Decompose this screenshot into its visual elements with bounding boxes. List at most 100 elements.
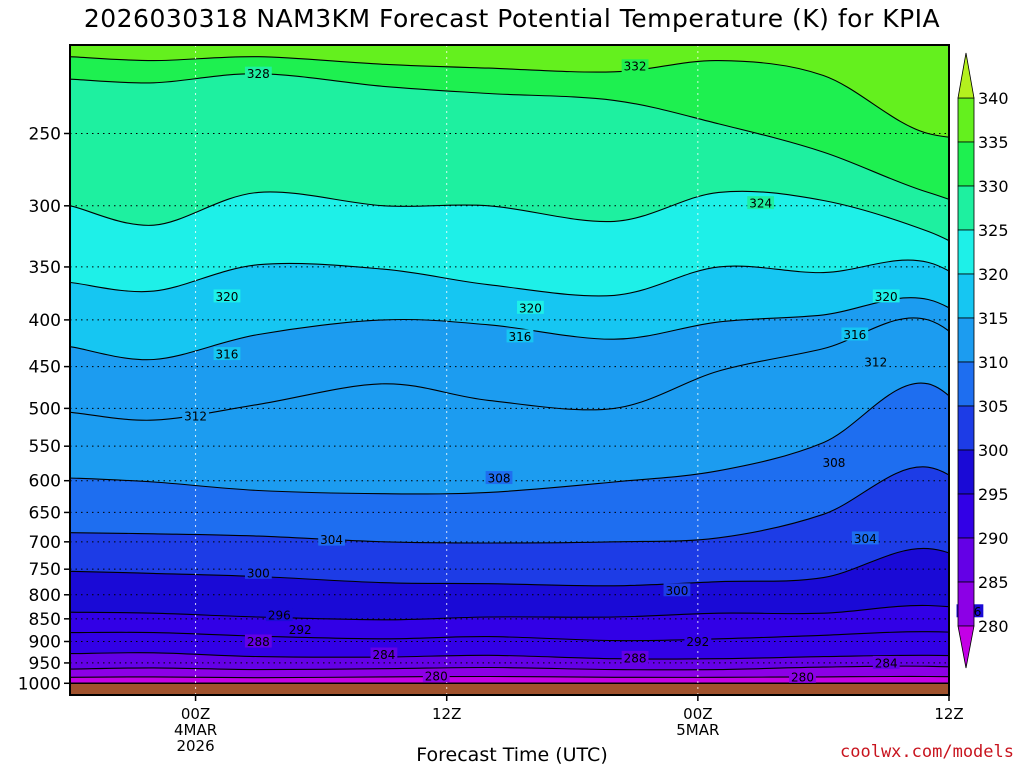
contour-label: 284 bbox=[872, 655, 900, 670]
y-tick-label: 1000 bbox=[18, 674, 61, 694]
contour-label: 288 bbox=[621, 650, 649, 665]
source-credit[interactable]: coolwx.com/models bbox=[840, 742, 1014, 762]
colorbar-segment bbox=[957, 97, 975, 143]
y-tick-label: 750 bbox=[29, 560, 61, 580]
contour-292 bbox=[70, 631, 949, 642]
x-axis-label: Forecast Time (UTC) bbox=[416, 744, 608, 766]
contour-label-bg bbox=[820, 455, 848, 469]
colorbar-label: 310 bbox=[978, 353, 1009, 372]
contour-label-bg bbox=[422, 669, 450, 683]
contour-label-text: 280 bbox=[425, 670, 448, 684]
colorbar-label: 335 bbox=[978, 133, 1009, 152]
colorbar-min-arrow bbox=[957, 625, 975, 669]
y-tick-label: 850 bbox=[29, 610, 61, 630]
contour-label-bg bbox=[244, 66, 272, 80]
contour-label-text: 320 bbox=[216, 290, 239, 304]
contour-label-text: 312 bbox=[184, 410, 207, 424]
y-tick-label: 500 bbox=[29, 399, 61, 419]
contour-label-text: 300 bbox=[247, 566, 270, 580]
y-tick-label: 950 bbox=[29, 654, 61, 674]
potential-temperature-fill bbox=[70, 45, 949, 695]
x-tick-label: 12Z bbox=[432, 705, 461, 723]
colorbar-segment bbox=[957, 185, 975, 231]
contour-label-text: 308 bbox=[822, 456, 845, 470]
colorbar-label: 325 bbox=[978, 221, 1009, 240]
contour-label: 316 bbox=[841, 327, 869, 342]
contour-label-text: 316 bbox=[843, 328, 866, 342]
contour-label: 324 bbox=[747, 196, 775, 211]
x-tick-label: 00Z bbox=[181, 705, 210, 723]
contour-label: 300 bbox=[663, 583, 691, 598]
contour-label-bg bbox=[244, 565, 272, 579]
contour-300 bbox=[70, 548, 949, 587]
contour-label-text: 312 bbox=[864, 356, 887, 370]
colorbar-segment bbox=[957, 273, 975, 319]
contour-label-bg bbox=[244, 634, 272, 648]
x-axis-ticks: 00Z4MAR202612Z00Z5MAR12Z00Z6MAR bbox=[174, 695, 964, 755]
contour-label: 308 bbox=[485, 471, 513, 486]
x-tick-label: 5MAR bbox=[676, 721, 719, 739]
contour-label: 308 bbox=[820, 455, 848, 470]
contour-label: 304 bbox=[851, 531, 879, 546]
contour-label-bg bbox=[747, 196, 775, 210]
contour-label: 288 bbox=[244, 634, 272, 649]
y-tick-label: 250 bbox=[29, 124, 61, 144]
contour-296 bbox=[70, 604, 949, 621]
contour-label-text: 316 bbox=[509, 330, 532, 344]
colorbar-segment bbox=[957, 405, 975, 451]
x-tick-label: 2026 bbox=[176, 737, 214, 755]
contour-320 bbox=[70, 259, 949, 297]
y-tick-label: 900 bbox=[29, 632, 61, 652]
contour-label-bg bbox=[684, 634, 712, 648]
contour-label-text: 316 bbox=[216, 348, 239, 362]
ground-rect bbox=[70, 683, 949, 695]
contour-label: 316 bbox=[213, 347, 241, 362]
contour-label-bg bbox=[789, 669, 816, 683]
colorbar-segment bbox=[957, 537, 975, 583]
contour-label: 316 bbox=[506, 329, 534, 344]
contour-304 bbox=[70, 466, 949, 544]
colorbar-segment bbox=[957, 493, 975, 539]
contour-label-bg bbox=[485, 471, 513, 485]
colorbar-max-arrow bbox=[957, 52, 975, 99]
contour-label-bg bbox=[621, 650, 649, 664]
colorbar-segment bbox=[957, 229, 975, 275]
contour-label-text: 328 bbox=[247, 67, 270, 81]
contour-label-text: 288 bbox=[247, 635, 270, 649]
contour-label-text: 300 bbox=[665, 584, 688, 598]
contour-label: 332 bbox=[621, 59, 649, 74]
contour-label-text: 288 bbox=[624, 651, 647, 665]
contour-328 bbox=[70, 73, 949, 200]
colorbar-segment bbox=[957, 361, 975, 407]
contour-label: 304 bbox=[318, 532, 346, 547]
contour-label-bg bbox=[506, 329, 534, 343]
contour-label: 296 bbox=[265, 608, 293, 623]
contour-316 bbox=[70, 297, 949, 361]
contour-label: 312 bbox=[182, 409, 209, 424]
colorbar-label: 330 bbox=[978, 177, 1009, 196]
contour-label-bg bbox=[872, 289, 900, 303]
ground-below-surface bbox=[70, 682, 949, 695]
contour-label-bg bbox=[265, 608, 293, 622]
contour-label: 280 bbox=[789, 669, 816, 684]
contour-label-bg bbox=[663, 583, 691, 597]
contour-label: 292 bbox=[684, 634, 712, 649]
contour-label-text: 292 bbox=[686, 635, 709, 649]
contour-label-bg bbox=[213, 289, 241, 303]
colorbar-label: 290 bbox=[978, 529, 1009, 548]
contour-324 bbox=[70, 190, 949, 242]
colorbar-label: 315 bbox=[978, 309, 1009, 328]
plot-frame bbox=[69, 44, 950, 696]
contour-label-text: 304 bbox=[854, 532, 877, 546]
contour-label-text: 320 bbox=[875, 290, 898, 304]
contour-label-bg bbox=[318, 532, 346, 546]
contour-label: 320 bbox=[517, 300, 544, 315]
contour-label: 320 bbox=[872, 289, 900, 304]
contour-label-bg bbox=[370, 647, 398, 661]
colorbar-label: 340 bbox=[978, 89, 1009, 108]
colorbar-segment bbox=[957, 581, 975, 627]
y-tick-label: 650 bbox=[29, 503, 61, 523]
y-tick-label: 450 bbox=[29, 358, 61, 378]
contour-284 bbox=[70, 665, 949, 671]
